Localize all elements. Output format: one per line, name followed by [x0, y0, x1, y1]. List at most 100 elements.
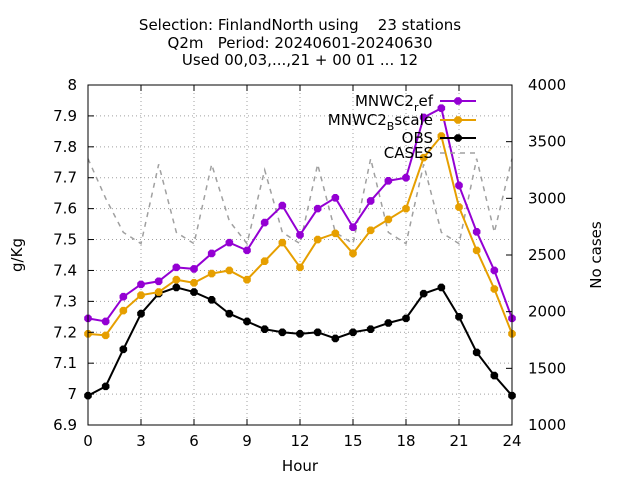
data-point [137, 309, 145, 318]
data-point [472, 246, 481, 255]
series-mnwc2-ref [84, 104, 516, 326]
data-point [296, 330, 304, 338]
data-point [331, 194, 340, 202]
data-point [384, 177, 393, 185]
x-axis-label: Hour [282, 457, 319, 475]
y-tick-label: 7 [67, 385, 77, 403]
data-point [190, 265, 198, 273]
legend-entry: MNWC2ref [355, 92, 476, 114]
ticks: 0 3 6 9 12 15 18 21 24 6.9 7 7.1 7.2 7.3 7.4 7.5 7.6 7.7 7… [53, 76, 566, 450]
y2-tick-label: 1500 [528, 359, 566, 377]
data-point [225, 238, 234, 247]
data-point [260, 218, 269, 227]
x-tick-label: 12 [290, 432, 309, 450]
y2-tick-label: 3000 [528, 189, 566, 207]
data-point [490, 371, 499, 380]
data-point [331, 334, 340, 343]
legend-label: OBS [402, 129, 433, 147]
y-tick-label: 7.4 [53, 261, 77, 279]
chart-title: Selection: FinlandNorth using 23 station… [139, 16, 461, 69]
y-tick-label: 6.9 [53, 416, 77, 434]
series-line [87, 158, 513, 246]
x-tick-label: 21 [449, 432, 468, 450]
data-point [296, 231, 304, 239]
data-point [260, 325, 269, 333]
title-line-1: Selection: FinlandNorth using 23 station… [139, 16, 461, 34]
y2-tick-label: 4000 [528, 76, 566, 94]
data-point [101, 317, 110, 326]
data-point [137, 291, 145, 299]
legend-entry: CASES [384, 144, 476, 162]
data-point [366, 197, 375, 205]
y2-axis-label: No cases [587, 221, 605, 289]
x-tick-label: 3 [136, 432, 146, 450]
y-tick-label: 7.8 [53, 138, 77, 156]
y2-tick-label: 1000 [528, 416, 566, 434]
data-point [243, 317, 251, 326]
data-point [419, 113, 428, 122]
data-point [172, 283, 181, 292]
y-tick-label: 7.5 [53, 231, 77, 249]
y-tick-label: 7.1 [53, 354, 77, 372]
data-point [243, 246, 251, 255]
data-point [119, 292, 128, 301]
x-tick-label: 9 [242, 432, 252, 450]
data-point [190, 288, 198, 296]
legend-label: MNWC2ref [355, 92, 434, 114]
data-point [349, 223, 357, 231]
data-point [384, 319, 393, 327]
data-point [455, 203, 463, 211]
data-point [490, 285, 499, 293]
y-tick-label: 7.3 [53, 292, 77, 310]
legend-entry: MNWC2Bscale [328, 111, 476, 133]
series-cases [87, 158, 513, 246]
data-point [119, 345, 128, 354]
x-tick-label: 6 [189, 432, 199, 450]
legend-marker [454, 134, 462, 142]
x-tick-label: 24 [502, 432, 521, 450]
y2-tick-label: 2500 [528, 246, 566, 264]
data-point [331, 229, 340, 238]
data-point [260, 257, 269, 265]
data-point [154, 277, 163, 286]
data-point [384, 215, 393, 224]
data-point [225, 266, 234, 275]
series-mnwc2-bscale [84, 132, 516, 340]
data-point [472, 348, 481, 357]
y2-tick-label: 2000 [528, 303, 566, 321]
data-point [296, 263, 304, 272]
legend-label: CASES [384, 144, 433, 162]
data-point [349, 249, 357, 258]
y-tick-label: 7.7 [53, 169, 77, 187]
legend-marker [454, 116, 462, 124]
data-point [119, 306, 128, 315]
x-tick-label: 15 [343, 432, 362, 450]
legend-marker [454, 97, 462, 105]
y-tick-label: 7.6 [53, 200, 77, 218]
data-point [207, 269, 216, 278]
data-point [225, 309, 234, 318]
data-point [437, 104, 446, 112]
x-tick-label: 0 [83, 432, 93, 450]
data-point [101, 382, 110, 391]
y-axis-label: g/Kg [8, 238, 26, 272]
data-point [172, 263, 181, 272]
title-line-2: Q2m Period: 20240601-20240630 [168, 34, 433, 52]
y-tick-label: 8 [67, 76, 77, 94]
data-point [313, 235, 322, 244]
data-point [101, 331, 110, 340]
data-point [154, 288, 163, 296]
data-point [402, 204, 410, 213]
data-point [137, 280, 145, 289]
data-point [243, 275, 251, 284]
data-point [278, 238, 287, 247]
data-point [419, 153, 428, 162]
data-point [172, 275, 181, 284]
data-point [402, 314, 410, 323]
data-point [349, 328, 357, 337]
data-point [455, 181, 463, 190]
series-layer [84, 104, 516, 400]
data-point [472, 228, 481, 236]
legend-entry: OBS [402, 129, 476, 147]
